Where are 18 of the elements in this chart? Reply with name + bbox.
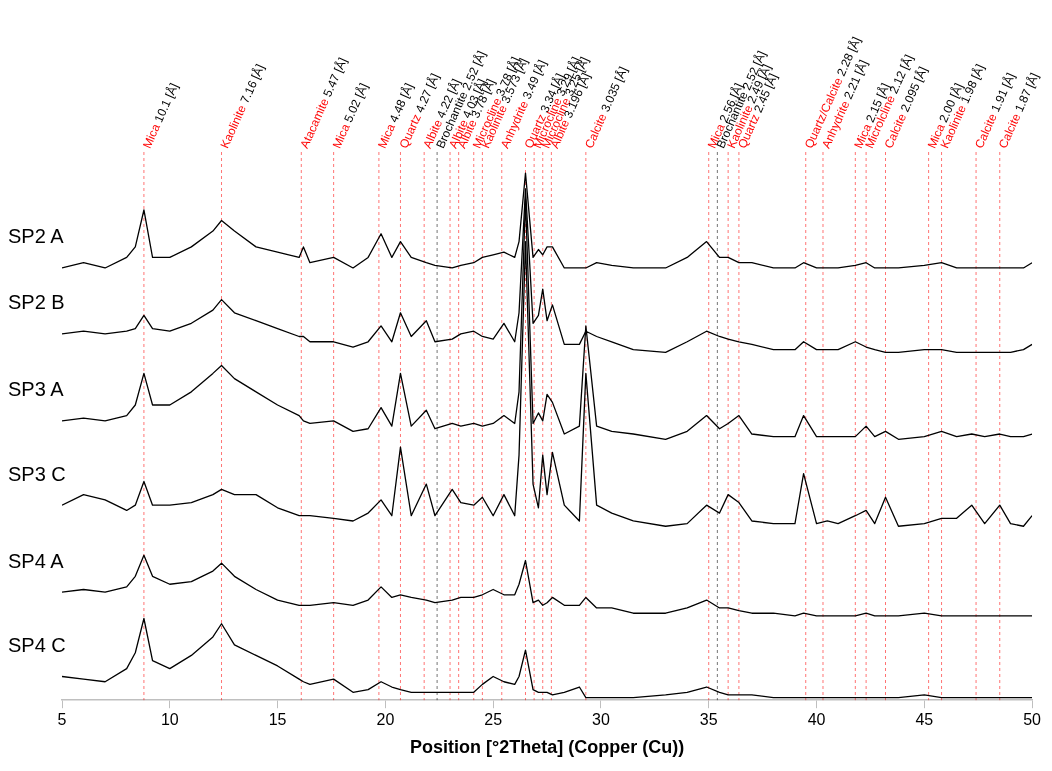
ref-line-label: Mica 10.1 [Å] <box>138 80 182 151</box>
x-tick-label: 20 <box>376 711 395 729</box>
x-tick-label: 5 <box>57 711 67 729</box>
x-tick-label: 30 <box>592 711 610 729</box>
x-tick-label: 50 <box>1023 711 1042 729</box>
series-label: SP4 A <box>8 549 65 572</box>
series-label: SP3 A <box>8 378 65 401</box>
x-tick-label: 40 <box>807 711 826 729</box>
x-tick-label: 10 <box>160 711 179 729</box>
x-tick-label: 35 <box>699 711 718 729</box>
x-tick-label: 15 <box>268 711 287 729</box>
series-label: SP4 C <box>8 634 66 656</box>
x-tick-label: 25 <box>484 711 503 729</box>
x-axis-title: Position [°2Theta] (Copper (Cu)) <box>409 737 685 758</box>
series-label: SP2 A <box>8 225 65 248</box>
series-label: SP2 B <box>8 291 65 314</box>
x-tick-label: 45 <box>915 711 934 729</box>
series-label: SP3 C <box>8 462 66 485</box>
